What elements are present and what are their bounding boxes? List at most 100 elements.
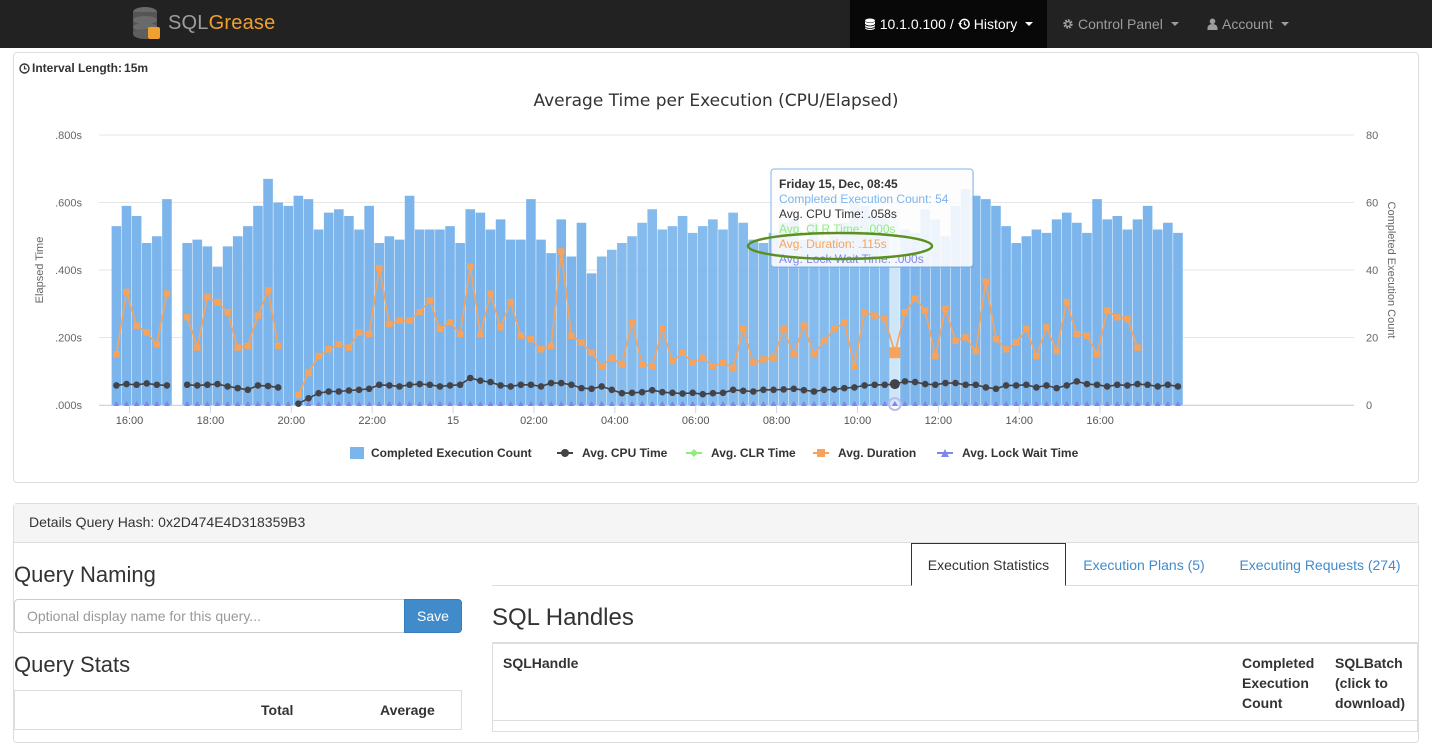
execution-count-bar [192,239,203,405]
avg-cpu-point [1053,384,1060,392]
avg-cpu-point [608,386,616,394]
avg-duration-point [1073,330,1081,338]
lock-wait-marker [1013,401,1020,406]
avg-cpu-point [386,382,393,389]
execution-count-bar [1142,205,1153,405]
execution-count-bar [1021,236,1032,405]
avg-cpu-point [183,381,191,389]
lock-wait-marker [1023,401,1030,406]
lock-wait-marker [639,401,646,406]
avg-cpu-point [689,389,696,397]
avg-duration-point [942,305,949,313]
avg-cpu-point [962,381,969,389]
tab-executing-requests[interactable]: Executing Requests (274) [1239,556,1401,573]
save-button[interactable]: Save [404,599,462,633]
lock-wait-marker [143,401,150,406]
query-display-name-input[interactable] [14,599,405,633]
avg-duration-point [659,325,666,333]
lock-wait-marker [659,401,666,406]
brand[interactable]: SQLGrease [130,4,275,42]
y-right-tick-label: 60 [1366,198,1378,210]
legend-label: Avg. Duration [838,446,916,460]
execution-count-bar [981,199,991,405]
execution-count-bar [202,246,213,405]
execution-count-bar [617,243,627,405]
avg-duration-point [224,308,231,316]
lock-wait-marker [891,401,898,406]
avg-duration-point [234,344,241,351]
lock-wait-marker [790,401,797,406]
execution-count-bar [879,219,890,405]
tab-execution-statistics[interactable]: Execution Statistics [911,543,1066,586]
col-sqlhandle-header: SQLHandle [503,655,579,671]
server-history-menu[interactable]: 10.1.0.100 / History [850,0,1047,48]
execution-count-bar [344,216,354,405]
avg-cpu-point [568,381,575,389]
avg-duration-point [436,325,444,333]
avg-cpu-point [1103,383,1111,390]
tooltip-title: Friday 15, Dec, 08:45 [779,177,898,191]
lock-wait-marker [457,401,464,406]
brand-name: SQLGrease [168,11,276,34]
avg-cpu-point [557,379,565,387]
avg-cpu-point [406,381,413,389]
y-right-tick-label: 0 [1366,400,1372,412]
execution-count-bar [1041,232,1052,405]
legend-label: Avg. Lock Wait Time [962,446,1079,460]
avg-duration-point [831,325,838,333]
avg-duration-point [345,344,353,351]
avg-cpu-point [638,388,646,396]
avg-cpu-point [113,382,120,389]
lock-wait-marker [851,401,858,406]
control-panel-menu[interactable]: Control Panel [1062,0,1179,48]
avg-duration-point [1134,344,1141,351]
avg-cpu-point [1113,381,1121,389]
avg-duration-point [1083,332,1091,340]
execution-count-bar [293,195,304,405]
y-left-tick-label: .800s [55,130,82,142]
avg-cpu-point [527,381,535,389]
execution-time-chart[interactable]: Average Time per Execution (CPU/Elapsed)… [14,53,1418,482]
execution-count-bar [475,212,486,405]
avg-duration-point [760,356,767,363]
avg-duration-point [183,314,191,321]
lock-wait-marker [1063,401,1070,406]
database-logo-icon [133,7,160,39]
avg-cpu-point [942,379,949,387]
execution-count-bar [788,219,799,405]
lock-wait-marker [608,401,615,406]
tab-execution-plans[interactable]: Execution Plans (5) [1083,556,1205,573]
avg-duration-line [186,287,279,351]
highlight-ellipse [746,231,934,261]
avg-duration-point [901,308,909,316]
execution-count-bar [121,205,132,405]
execution-count-bar [152,236,162,405]
y-left-tick-label: .000s [55,400,82,412]
avg-cpu-point [244,386,252,394]
avg-duration-point [1043,324,1050,331]
execution-count-bar [536,239,546,405]
user-icon [1207,18,1218,30]
lock-wait-marker [467,401,474,406]
avg-cpu-point [133,381,140,389]
avg-cpu-point [1124,382,1131,389]
account-menu[interactable]: Account [1207,0,1289,48]
sql-handles-heading: SQL Handles [492,604,634,631]
lock-wait-marker [1073,401,1080,406]
lock-wait-marker [254,401,261,406]
database-icon [864,18,876,30]
avg-cpu-point [1043,382,1050,389]
avg-duration-point [729,364,737,372]
lock-wait-marker [699,401,706,406]
execution-count-bar [960,189,971,405]
lock-wait-marker [598,401,605,406]
avg-cpu-point [982,384,990,391]
lock-wait-marker [507,401,514,406]
execution-count-bar [253,205,263,405]
query-stats-heading: Query Stats [14,652,131,677]
avg-cpu-point [841,384,848,392]
avg-duration-point [426,297,434,304]
execution-count-bar [516,239,526,405]
avg-cpu-point [143,380,151,387]
y-right-tick-label: 40 [1366,265,1378,277]
